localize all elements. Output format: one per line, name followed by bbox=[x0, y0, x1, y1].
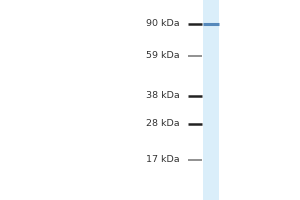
Text: 17 kDa: 17 kDa bbox=[146, 156, 180, 164]
Text: 28 kDa: 28 kDa bbox=[146, 119, 180, 129]
Text: 59 kDa: 59 kDa bbox=[146, 51, 180, 60]
Text: 38 kDa: 38 kDa bbox=[146, 92, 180, 100]
Bar bbox=[202, 0, 219, 200]
Text: 90 kDa: 90 kDa bbox=[146, 20, 180, 28]
